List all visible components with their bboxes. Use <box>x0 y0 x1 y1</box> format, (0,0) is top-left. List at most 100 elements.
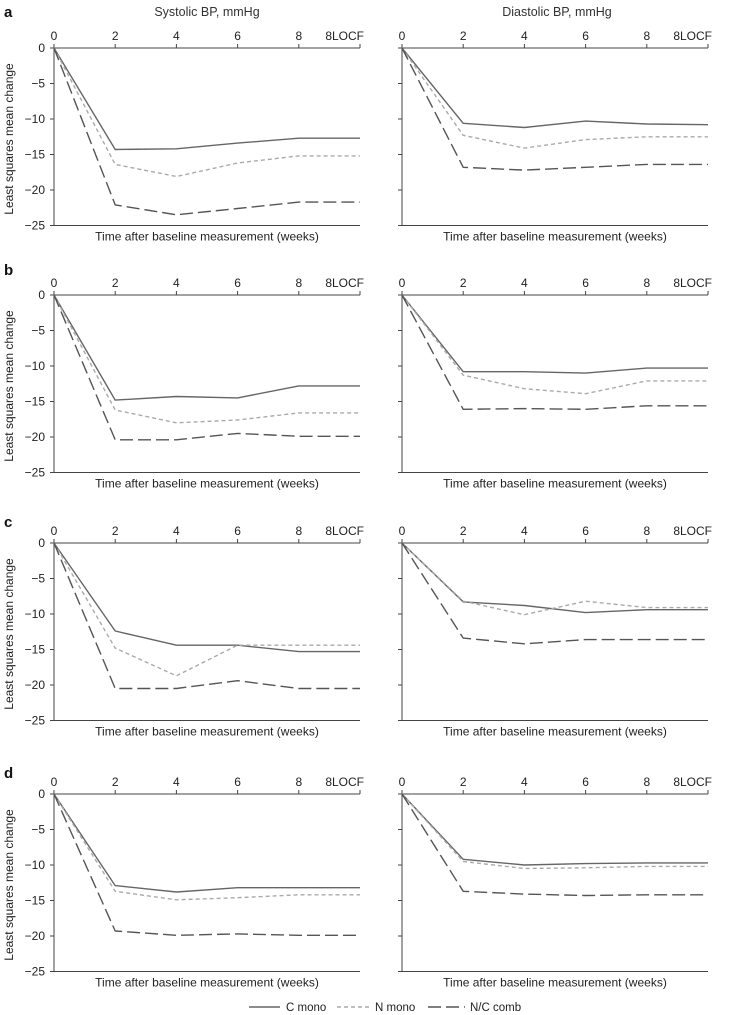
ylabel-row-d: Least squares mean change <box>2 809 16 961</box>
series-line-nc-comb <box>401 542 708 645</box>
y-tick-label: −10 <box>25 112 46 126</box>
y-tick-label: −10 <box>25 607 46 621</box>
y-tick-label: −20 <box>25 183 46 197</box>
col-title-systolic: Systolic BP, mmHg <box>154 5 259 19</box>
series-line-n-mono <box>53 793 360 901</box>
panel-label-b: b <box>4 262 13 279</box>
chart-panel-a-systolic: 0 2 4 6 8 8LOCF 0 −5 −10 −15 −20 −25 Time after base… <box>25 29 364 244</box>
series-line-nc-comb <box>53 294 360 441</box>
x-axis-title: Time after baseline measurement (weeks) <box>443 230 667 244</box>
ylabel-row-c: Least squares mean change <box>2 558 16 710</box>
series-line-nc-comb <box>401 47 708 171</box>
x-tick-label: 2 <box>460 524 467 538</box>
x-tick-label: 0 <box>399 775 406 789</box>
legend-label-nc-comb: N/C comb <box>470 1002 521 1014</box>
x-tick-label: 4 <box>521 29 528 43</box>
y-tick-label: −5 <box>31 324 45 338</box>
series-line-c-mono <box>53 47 360 151</box>
x-tick-label: 4 <box>173 29 180 43</box>
x-tick-label: 6 <box>582 524 589 538</box>
x-tick-label: 2 <box>112 276 119 290</box>
x-tick-label: 8 <box>643 276 650 290</box>
legend-label-n-mono: N mono <box>375 1002 415 1014</box>
x-tick-label: 2 <box>112 29 119 43</box>
x-axis-title: Time after baseline measurement (weeks) <box>443 725 667 739</box>
x-axis-title: Time after baseline measurement (weeks) <box>95 725 319 739</box>
x-tick-label: 8LOCF <box>673 276 712 290</box>
x-tick-label: 4 <box>173 524 180 538</box>
col-title-diastolic: Diastolic BP, mmHg <box>502 5 612 19</box>
x-tick-label: 4 <box>521 775 528 789</box>
x-tick-label: 8LOCF <box>673 524 712 538</box>
legend: C mono N mono N/C comb <box>249 1002 521 1014</box>
series-line-nc-comb <box>53 47 360 216</box>
series-line-c-mono <box>53 793 360 893</box>
series-line-n-mono <box>401 542 708 616</box>
x-axis-title: Time after baseline measurement (weeks) <box>95 477 319 491</box>
y-tick-label: −5 <box>31 572 45 586</box>
y-tick-label: −25 <box>25 965 46 979</box>
y-tick-label: −15 <box>25 894 46 908</box>
ylabel-row-b: Least squares mean change <box>2 310 16 462</box>
y-tick-label: −15 <box>25 395 46 409</box>
x-tick-label: 8LOCF <box>325 276 364 290</box>
x-tick-label: 6 <box>582 29 589 43</box>
x-tick-label: 0 <box>51 276 58 290</box>
y-tick-label: −25 <box>25 219 46 233</box>
series-line-n-mono <box>401 294 708 395</box>
series-line-nc-comb <box>401 793 708 897</box>
y-tick-label: −20 <box>25 929 46 943</box>
legend-label-c-mono: C mono <box>286 1002 326 1014</box>
series-line-n-mono <box>401 47 708 149</box>
x-tick-label: 8 <box>643 29 650 43</box>
series-line-n-mono <box>53 294 360 424</box>
chart-panel-d-systolic: 0 2 4 6 8 8LOCF 0 −5 −10 −15 −20 −25 Time after base… <box>25 775 364 990</box>
x-tick-label: 2 <box>460 29 467 43</box>
x-tick-label: 4 <box>521 276 528 290</box>
x-tick-label: 0 <box>51 29 58 43</box>
x-tick-label: 4 <box>173 775 180 789</box>
y-tick-label: 0 <box>38 787 45 801</box>
series-line-n-mono <box>401 793 708 870</box>
panel-label-c: c <box>4 514 12 531</box>
y-tick-label: −5 <box>31 823 45 837</box>
x-tick-label: 2 <box>460 775 467 789</box>
x-axis-title: Time after baseline measurement (weeks) <box>443 976 667 990</box>
y-tick-label: −15 <box>25 643 46 657</box>
panels: 0 2 4 6 8 8LOCF 0 −5 −10 −15 −20 −25 Time after base… <box>25 29 712 990</box>
y-tick-label: 0 <box>38 536 45 550</box>
panel-label-d: d <box>4 765 13 782</box>
series-line-c-mono <box>401 47 709 129</box>
chart-panel-d-diastolic: 0 2 4 6 8 8LOCF Time after baseline measuremen… <box>398 775 712 990</box>
x-tick-label: 6 <box>234 276 241 290</box>
y-tick-label: −5 <box>31 77 45 91</box>
x-tick-label: 8LOCF <box>325 775 364 789</box>
y-tick-label: −15 <box>25 148 46 162</box>
x-axis-title: Time after baseline measurement (weeks) <box>443 477 667 491</box>
chart-panel-c-diastolic: 0 2 4 6 8 8LOCF Time after baseline measuremen… <box>398 524 712 739</box>
x-tick-label: 0 <box>51 775 58 789</box>
y-tick-label: −20 <box>25 430 46 444</box>
series-line-n-mono <box>53 47 360 178</box>
chart-panel-a-diastolic: 0 2 4 6 8 8LOCF Time after baseline measuremen… <box>398 29 712 244</box>
x-tick-label: 2 <box>460 276 467 290</box>
x-tick-label: 8 <box>295 524 302 538</box>
chart-panel-c-systolic: 0 2 4 6 8 8LOCF 0 −5 −10 −15 −20 −25 Time after base… <box>25 524 364 739</box>
x-tick-label: 4 <box>521 524 528 538</box>
x-tick-label: 0 <box>399 524 406 538</box>
series-line-nc-comb <box>53 542 360 690</box>
ylabel-row-a: Least squares mean change <box>2 63 16 215</box>
x-tick-label: 8 <box>295 775 302 789</box>
x-tick-label: 8 <box>643 775 650 789</box>
x-tick-label: 8LOCF <box>325 29 364 43</box>
series-line-n-mono <box>53 542 360 677</box>
series-line-c-mono <box>401 542 708 614</box>
x-axis-title: Time after baseline measurement (weeks) <box>95 230 319 244</box>
x-tick-label: 2 <box>112 775 119 789</box>
series-line-nc-comb <box>53 793 360 936</box>
y-tick-label: −20 <box>25 678 46 692</box>
x-tick-label: 8 <box>295 276 302 290</box>
y-tick-label: −10 <box>25 359 46 373</box>
x-tick-label: 6 <box>234 524 241 538</box>
